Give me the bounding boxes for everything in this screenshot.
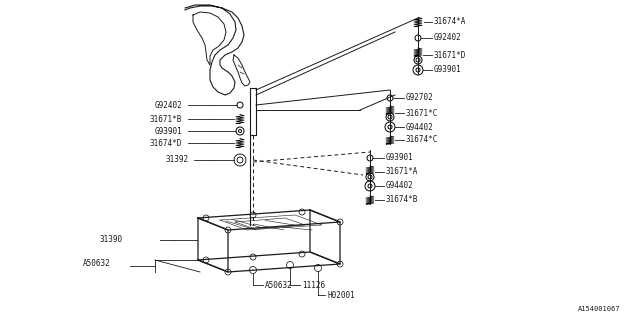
Text: H02001: H02001 — [327, 291, 355, 300]
Text: G93901: G93901 — [155, 126, 183, 135]
Text: 31674*C: 31674*C — [406, 135, 438, 145]
Text: 31674*D: 31674*D — [150, 139, 182, 148]
Text: 31674*A: 31674*A — [434, 18, 467, 27]
Text: 31671*C: 31671*C — [406, 108, 438, 117]
Text: A50632: A50632 — [83, 259, 111, 268]
Text: A154001067: A154001067 — [577, 306, 620, 312]
Text: G92402: G92402 — [434, 34, 461, 43]
Text: G94402: G94402 — [386, 181, 413, 190]
Text: 31671*A: 31671*A — [386, 167, 419, 177]
Text: 31392: 31392 — [165, 156, 188, 164]
Text: G92702: G92702 — [406, 93, 434, 102]
Text: G93901: G93901 — [386, 154, 413, 163]
Text: G94402: G94402 — [406, 123, 434, 132]
Text: 31671*D: 31671*D — [434, 51, 467, 60]
Text: 31671*B: 31671*B — [150, 115, 182, 124]
Text: A50632: A50632 — [265, 281, 292, 290]
Text: G92402: G92402 — [155, 100, 183, 109]
Text: 31390: 31390 — [100, 236, 123, 244]
Text: G93901: G93901 — [434, 66, 461, 75]
Text: 11126: 11126 — [302, 281, 325, 290]
Text: 31674*B: 31674*B — [386, 196, 419, 204]
